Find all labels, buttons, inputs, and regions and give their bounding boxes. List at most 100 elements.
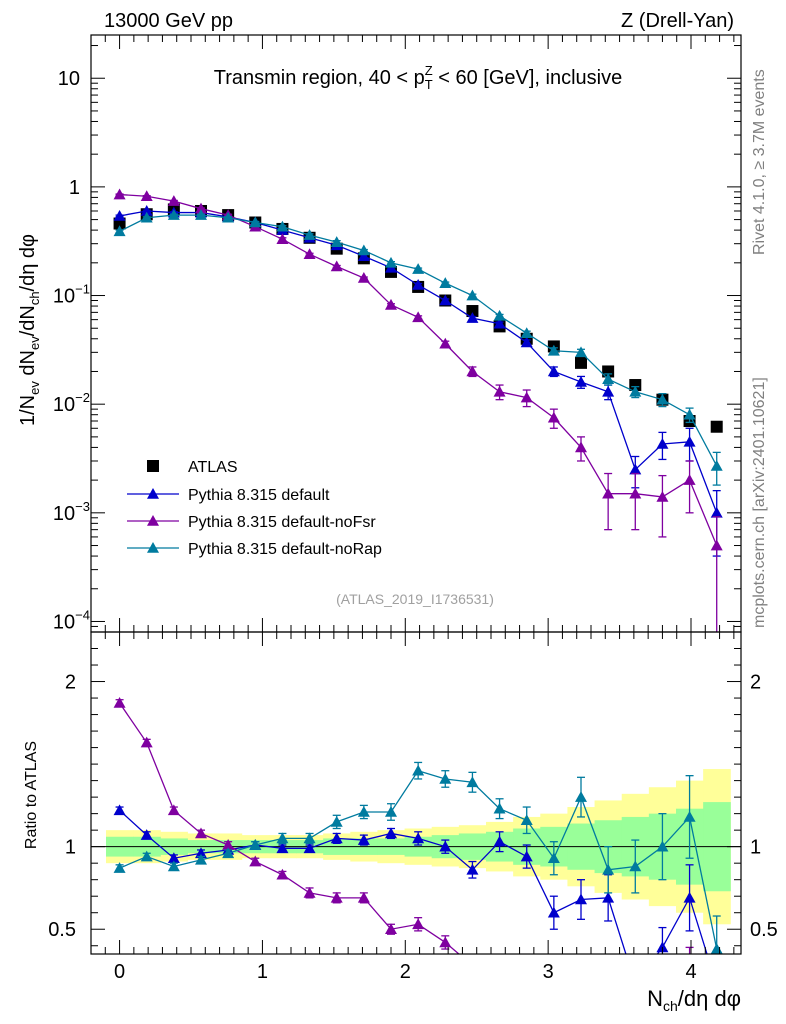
ratio-data-point xyxy=(520,850,533,862)
main-title-sub: T xyxy=(425,77,433,92)
mc-data-point xyxy=(602,487,615,499)
mc-data-point xyxy=(222,211,235,223)
ratio-data-point xyxy=(575,893,587,905)
series-2 xyxy=(113,188,723,632)
mc-data-point xyxy=(629,463,642,475)
ratio-data-point xyxy=(683,810,696,822)
mc-data-point xyxy=(439,277,452,288)
mc-data-point xyxy=(276,233,289,244)
ratio-y-tick-label-right: 2 xyxy=(750,672,761,694)
mc-data-point xyxy=(385,298,397,310)
mc-data-point xyxy=(412,279,425,290)
ratio-data-point xyxy=(222,839,235,850)
mc-data-point xyxy=(466,289,479,301)
ratio-data-point xyxy=(629,860,642,872)
ratio-data-point xyxy=(602,993,614,1004)
mc-data-point xyxy=(602,373,615,384)
ratio-panel-frame xyxy=(90,631,742,955)
mc-data-point xyxy=(656,490,669,502)
mc-data-point xyxy=(113,209,126,221)
ratio-data-point xyxy=(412,832,425,844)
mc-data-point xyxy=(683,408,696,420)
ratio-data-point xyxy=(466,863,479,875)
legend-marker xyxy=(147,488,159,499)
mc-data-point xyxy=(195,202,207,214)
ratio-data-point xyxy=(330,891,343,903)
ratio-data-point xyxy=(683,891,696,903)
mc-data-point xyxy=(656,437,669,449)
legend-marker xyxy=(147,460,159,472)
ratio-data-point xyxy=(249,839,262,850)
mc-data-point xyxy=(466,365,479,377)
mc-data-point xyxy=(439,294,452,306)
ratio-data-point xyxy=(357,891,370,903)
ratio-data-point xyxy=(656,840,669,852)
series-3 xyxy=(113,209,723,486)
x-tick-label: 3 xyxy=(543,961,554,983)
mc-data-point xyxy=(412,263,425,274)
x-tick-label: 0 xyxy=(114,961,125,983)
mc-data-point xyxy=(303,229,316,240)
ratio-data-point xyxy=(140,829,153,840)
ratio-panel-series xyxy=(113,697,723,1004)
mc-data-point xyxy=(439,337,452,349)
main-y-tick-label: 10−1 xyxy=(53,282,90,308)
legend-marker xyxy=(147,542,159,553)
ratio-data-point xyxy=(140,736,153,748)
ratio-data-point xyxy=(575,791,587,802)
mc-data-point xyxy=(276,220,289,232)
mc-data-point xyxy=(547,344,560,356)
ratio-data-point xyxy=(303,886,316,898)
mc-data-point xyxy=(357,244,370,256)
main-title-post: < 60 [GeV], inclusive xyxy=(433,67,623,89)
ratio-panel-ticks: 0.5 0.5 1 1 2 2 0 1 2 3 4 xyxy=(48,632,778,983)
mc-data-point xyxy=(167,195,180,206)
series-line xyxy=(119,214,718,467)
ratio-data-point xyxy=(602,863,615,875)
mc-data-point xyxy=(385,256,397,268)
x-tick-label: 1 xyxy=(257,961,268,983)
ratio-data-point xyxy=(710,943,723,954)
legend-label: Pythia 8.315 default xyxy=(188,487,330,504)
main-title: Transmin region, 40 < pZ T < 60 [GeV], in… xyxy=(214,63,623,92)
ratio-data-point xyxy=(439,936,452,948)
ratio-data-point xyxy=(357,834,370,845)
mc-data-point xyxy=(547,411,560,423)
ratio-data-point xyxy=(167,852,180,864)
mcplots-label: mcplots.cern.ch [arXiv:2401.10621] xyxy=(751,377,768,628)
ratio-data-point xyxy=(276,842,289,854)
analysis-watermark: (ATLAS_2019_I1736531) xyxy=(336,591,494,607)
main-title-pre: Transmin region, 40 < p xyxy=(214,67,425,89)
mc-data-point xyxy=(113,188,126,200)
ratio-data-point xyxy=(385,923,397,935)
main-title-sup: Z xyxy=(425,63,433,78)
ratio-data-point xyxy=(330,815,343,827)
ratio-data-point xyxy=(547,852,560,864)
mc-data-point xyxy=(493,385,506,397)
atlas-data-point xyxy=(466,305,479,318)
ratio-data-point xyxy=(466,776,479,788)
atlas-data-point xyxy=(710,420,723,433)
ratio-data-point xyxy=(547,906,560,918)
ratio-data-point xyxy=(330,832,343,844)
mc-data-point xyxy=(195,209,207,220)
ratio-y-axis-label: Ratio to ATLAS xyxy=(23,741,40,849)
mc-data-point xyxy=(520,327,533,339)
ratio-series-0 xyxy=(113,804,708,954)
mc-data-point xyxy=(167,209,180,220)
ratio-series-2 xyxy=(113,761,723,954)
ratio-data-point xyxy=(113,862,126,873)
ratio-data-point xyxy=(466,960,478,971)
mc-data-point xyxy=(575,346,587,358)
atlas-data-point xyxy=(575,356,587,369)
ratio-data-point xyxy=(385,805,397,817)
mc-data-point xyxy=(575,375,587,387)
mc-data-point xyxy=(683,474,696,485)
ratio-y-tick-label-right: 0.5 xyxy=(750,919,778,941)
mc-data-point xyxy=(602,385,615,397)
mc-data-point xyxy=(412,311,425,323)
ratio-data-point xyxy=(494,965,506,976)
ratio-data-point xyxy=(520,814,533,826)
mc-data-point xyxy=(710,459,723,471)
